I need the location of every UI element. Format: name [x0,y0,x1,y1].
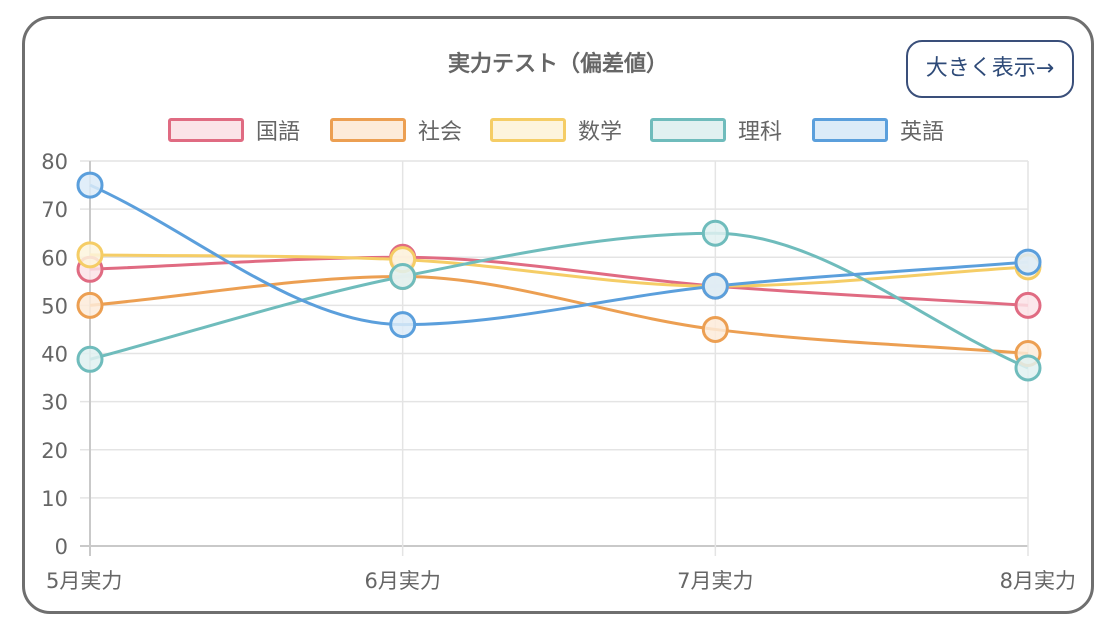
data-point-0[interactable] [1014,291,1042,319]
legend-item-shakai[interactable]: 社会 [330,112,462,148]
x-tick-label: 7月実力 [677,569,753,593]
legend-label-eigo: 英語 [900,120,945,145]
data-point-4[interactable] [701,272,729,300]
legend-label-sugaku: 数学 [578,120,623,145]
y-tick-label: 40 [41,343,68,367]
y-tick-label: 70 [41,198,68,222]
legend-label-rika: 理科 [738,120,783,145]
data-point-4[interactable] [76,171,104,199]
legend-swatch-kokugo [168,118,244,142]
series-line-1 [89,274,1029,355]
series-line-0 [89,255,1029,307]
data-point-3[interactable] [701,219,729,247]
series-line-3 [89,231,1029,370]
legend-swatch-rika [650,118,726,142]
series-line-2 [89,253,1029,288]
legend-swatch-shakai [330,118,406,142]
data-point-4[interactable] [1014,248,1042,276]
data-point-4[interactable] [389,311,417,339]
legend-label-shakai: 社会 [418,120,463,145]
chart-title: 実力テスト（偏差値） [447,52,668,77]
x-tick-label: 5月実力 [46,569,122,593]
data-point-1[interactable] [76,291,104,319]
y-axis-ticks: 0 10 20 30 40 50 60 70 80 [41,150,68,559]
y-tick-label: 80 [41,150,68,174]
series-lines [89,183,1029,370]
data-point-3[interactable] [76,345,104,373]
y-tick-label: 50 [41,294,68,318]
x-tick-label: 8月実力 [1000,569,1076,593]
y-tick-label: 10 [41,487,68,511]
series-points [76,171,1042,382]
y-tick-label: 0 [55,535,68,559]
legend-item-sugaku[interactable]: 数学 [490,112,622,148]
data-point-3[interactable] [389,263,417,290]
x-axis-ticks: 5月実力 6月実力 7月実力 8月実力 [46,569,1076,593]
legend-swatch-sugaku [490,118,566,142]
chart-grid [80,160,1029,556]
legend-label-kokugo: 国語 [256,120,301,145]
x-tick-label: 6月実力 [364,569,440,593]
legend-swatch-eigo [812,118,888,142]
chart-legend: 国語 社会 数学 理科 英語 [0,112,1116,148]
legend-item-eigo[interactable]: 英語 [812,112,944,148]
y-tick-label: 30 [41,391,68,415]
y-tick-label: 20 [41,439,68,463]
data-point-1[interactable] [701,315,729,343]
chart-card [22,16,1094,614]
legend-item-rika[interactable]: 理科 [650,112,782,148]
data-point-2[interactable] [76,241,104,269]
data-point-3[interactable] [1014,354,1042,382]
legend-item-kokugo[interactable]: 国語 [168,112,300,148]
enlarge-button[interactable]: 大きく表示→ [906,40,1074,98]
series-line-4 [89,183,1029,327]
y-tick-label: 60 [41,246,68,270]
